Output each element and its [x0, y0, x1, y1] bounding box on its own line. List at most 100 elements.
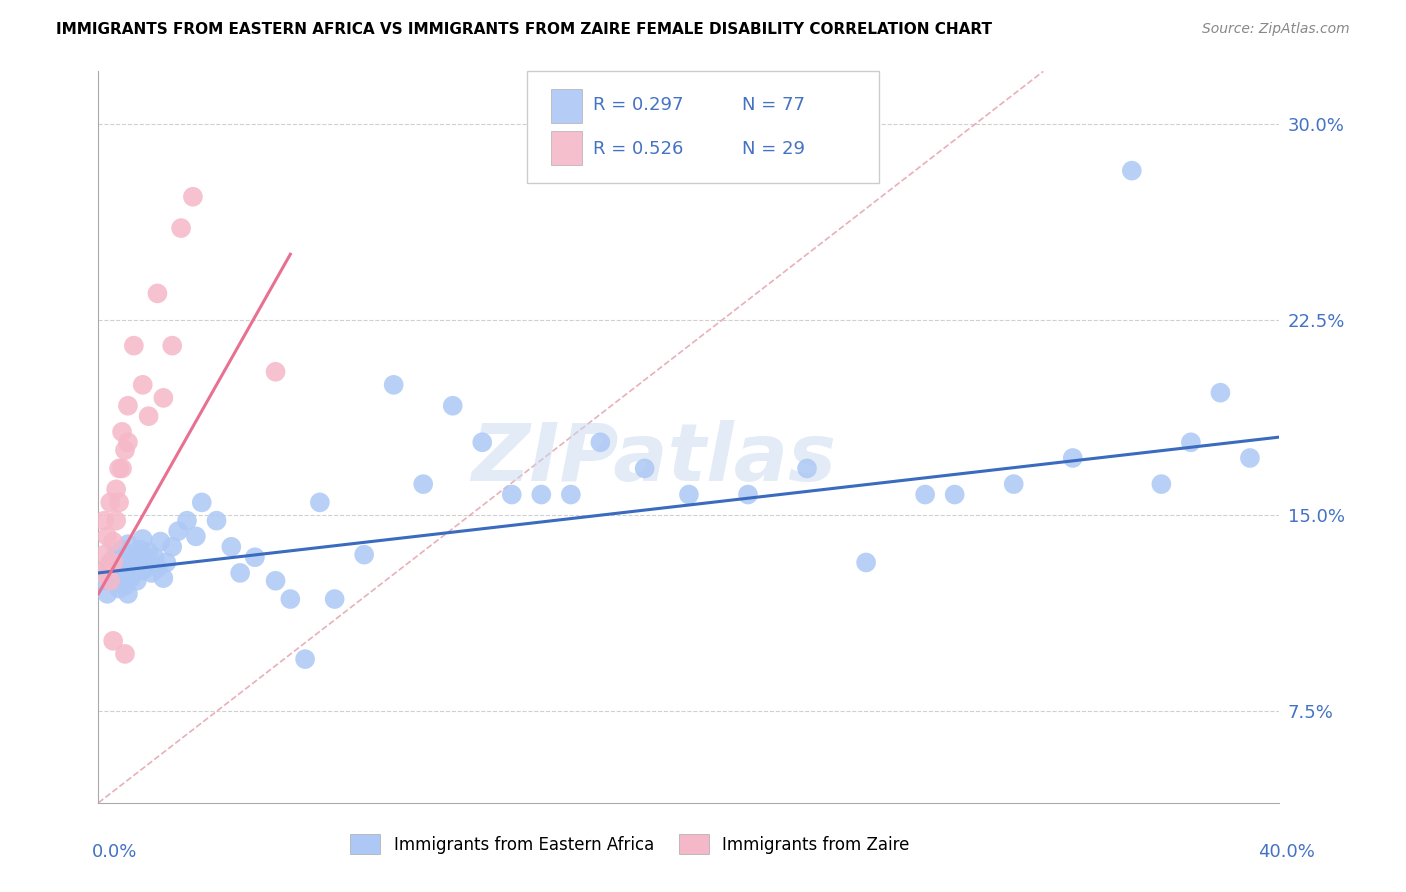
Immigrants from Zaire — [117, 399, 139, 413]
Immigrants from Eastern Africa — [353, 548, 375, 562]
Immigrants from Eastern Africa — [737, 487, 759, 501]
Immigrants from Eastern Africa — [1121, 163, 1143, 178]
Immigrants from Zaire — [111, 425, 134, 439]
Text: ZIPatlas: ZIPatlas — [471, 420, 837, 498]
Immigrants from Eastern Africa — [96, 587, 118, 601]
Immigrants from Eastern Africa — [120, 556, 142, 570]
Text: R = 0.526: R = 0.526 — [593, 140, 683, 158]
Immigrants from Eastern Africa — [111, 558, 134, 573]
Immigrants from Eastern Africa — [796, 461, 818, 475]
Immigrants from Eastern Africa — [264, 574, 287, 588]
Immigrants from Eastern Africa — [221, 540, 243, 554]
Immigrants from Eastern Africa — [128, 542, 150, 557]
Immigrants from Eastern Africa — [132, 563, 155, 577]
Immigrants from Eastern Africa — [98, 566, 121, 580]
Immigrants from Eastern Africa — [105, 548, 128, 562]
Immigrants from Eastern Africa — [323, 592, 346, 607]
Immigrants from Zaire — [108, 461, 131, 475]
Immigrants from Eastern Africa — [855, 556, 877, 570]
Immigrants from Eastern Africa — [114, 579, 136, 593]
Text: Source: ZipAtlas.com: Source: ZipAtlas.com — [1202, 22, 1350, 37]
Immigrants from Eastern Africa — [135, 560, 157, 574]
Immigrants from Zaire — [117, 435, 139, 450]
Immigrants from Zaire — [152, 391, 174, 405]
Immigrants from Eastern Africa — [530, 487, 553, 501]
Immigrants from Eastern Africa — [125, 558, 148, 573]
Immigrants from Eastern Africa — [108, 566, 131, 580]
Immigrants from Zaire — [105, 483, 128, 497]
Immigrants from Eastern Africa — [122, 566, 145, 580]
Immigrants from Zaire — [103, 534, 125, 549]
Immigrants from Eastern Africa — [471, 435, 494, 450]
Text: N = 29: N = 29 — [742, 140, 806, 158]
Immigrants from Zaire — [132, 377, 155, 392]
Immigrants from Zaire — [111, 461, 134, 475]
Immigrants from Eastern Africa — [117, 587, 139, 601]
Immigrants from Zaire — [114, 443, 136, 458]
Immigrants from Eastern Africa — [1209, 385, 1232, 400]
Immigrants from Eastern Africa — [1180, 435, 1202, 450]
Immigrants from Eastern Africa — [176, 514, 198, 528]
Immigrants from Zaire — [170, 221, 193, 235]
Immigrants from Eastern Africa — [108, 550, 131, 565]
Immigrants from Eastern Africa — [1239, 450, 1261, 465]
Immigrants from Zaire — [93, 548, 115, 562]
Immigrants from Eastern Africa — [155, 556, 177, 570]
Immigrants from Zaire — [114, 647, 136, 661]
Immigrants from Zaire — [138, 409, 160, 424]
Immigrants from Zaire — [122, 338, 145, 352]
Immigrants from Eastern Africa — [132, 532, 155, 546]
Immigrants from Eastern Africa — [93, 574, 115, 588]
Immigrants from Eastern Africa — [120, 571, 142, 585]
Immigrants from Eastern Africa — [309, 495, 332, 509]
Immigrants from Eastern Africa — [191, 495, 214, 509]
Immigrants from Eastern Africa — [122, 550, 145, 565]
Immigrants from Eastern Africa — [914, 487, 936, 501]
Immigrants from Zaire — [93, 514, 115, 528]
Immigrants from Zaire — [264, 365, 287, 379]
Immigrants from Eastern Africa — [1002, 477, 1025, 491]
Immigrants from Eastern Africa — [108, 582, 131, 596]
Immigrants from Eastern Africa — [111, 542, 134, 557]
Immigrants from Eastern Africa — [634, 461, 657, 475]
Immigrants from Zaire — [181, 190, 204, 204]
Immigrants from Eastern Africa — [1150, 477, 1173, 491]
Immigrants from Zaire — [103, 633, 125, 648]
Immigrants from Zaire — [96, 529, 118, 543]
Immigrants from Eastern Africa — [441, 399, 464, 413]
Immigrants from Zaire — [98, 574, 121, 588]
Immigrants from Eastern Africa — [141, 566, 163, 580]
Immigrants from Eastern Africa — [294, 652, 316, 666]
Immigrants from Eastern Africa — [117, 568, 139, 582]
Immigrants from Eastern Africa — [103, 553, 125, 567]
Immigrants from Eastern Africa — [125, 574, 148, 588]
Immigrants from Eastern Africa — [943, 487, 966, 501]
Immigrants from Zaire — [103, 556, 125, 570]
Immigrants from Eastern Africa — [96, 560, 118, 574]
Legend: Immigrants from Eastern Africa, Immigrants from Zaire: Immigrants from Eastern Africa, Immigran… — [343, 828, 917, 860]
Immigrants from Eastern Africa — [152, 571, 174, 585]
Immigrants from Eastern Africa — [114, 563, 136, 577]
Immigrants from Zaire — [90, 566, 112, 580]
Immigrants from Eastern Africa — [117, 553, 139, 567]
Immigrants from Eastern Africa — [103, 568, 125, 582]
Immigrants from Zaire — [105, 514, 128, 528]
Immigrants from Eastern Africa — [146, 560, 169, 574]
Immigrants from Eastern Africa — [132, 548, 155, 562]
Text: 40.0%: 40.0% — [1258, 843, 1315, 861]
Immigrants from Eastern Africa — [105, 563, 128, 577]
Immigrants from Eastern Africa — [501, 487, 523, 501]
Immigrants from Eastern Africa — [114, 548, 136, 562]
Immigrants from Eastern Africa — [167, 524, 190, 538]
Immigrants from Eastern Africa — [138, 545, 160, 559]
Immigrants from Eastern Africa — [205, 514, 228, 528]
Immigrants from Eastern Africa — [243, 550, 266, 565]
Immigrants from Eastern Africa — [111, 571, 134, 585]
Immigrants from Eastern Africa — [149, 534, 172, 549]
Immigrants from Eastern Africa — [678, 487, 700, 501]
Immigrants from Zaire — [96, 560, 118, 574]
Immigrants from Eastern Africa — [280, 592, 302, 607]
Immigrants from Eastern Africa — [589, 435, 612, 450]
Text: 0.0%: 0.0% — [91, 843, 136, 861]
Immigrants from Eastern Africa — [184, 529, 207, 543]
